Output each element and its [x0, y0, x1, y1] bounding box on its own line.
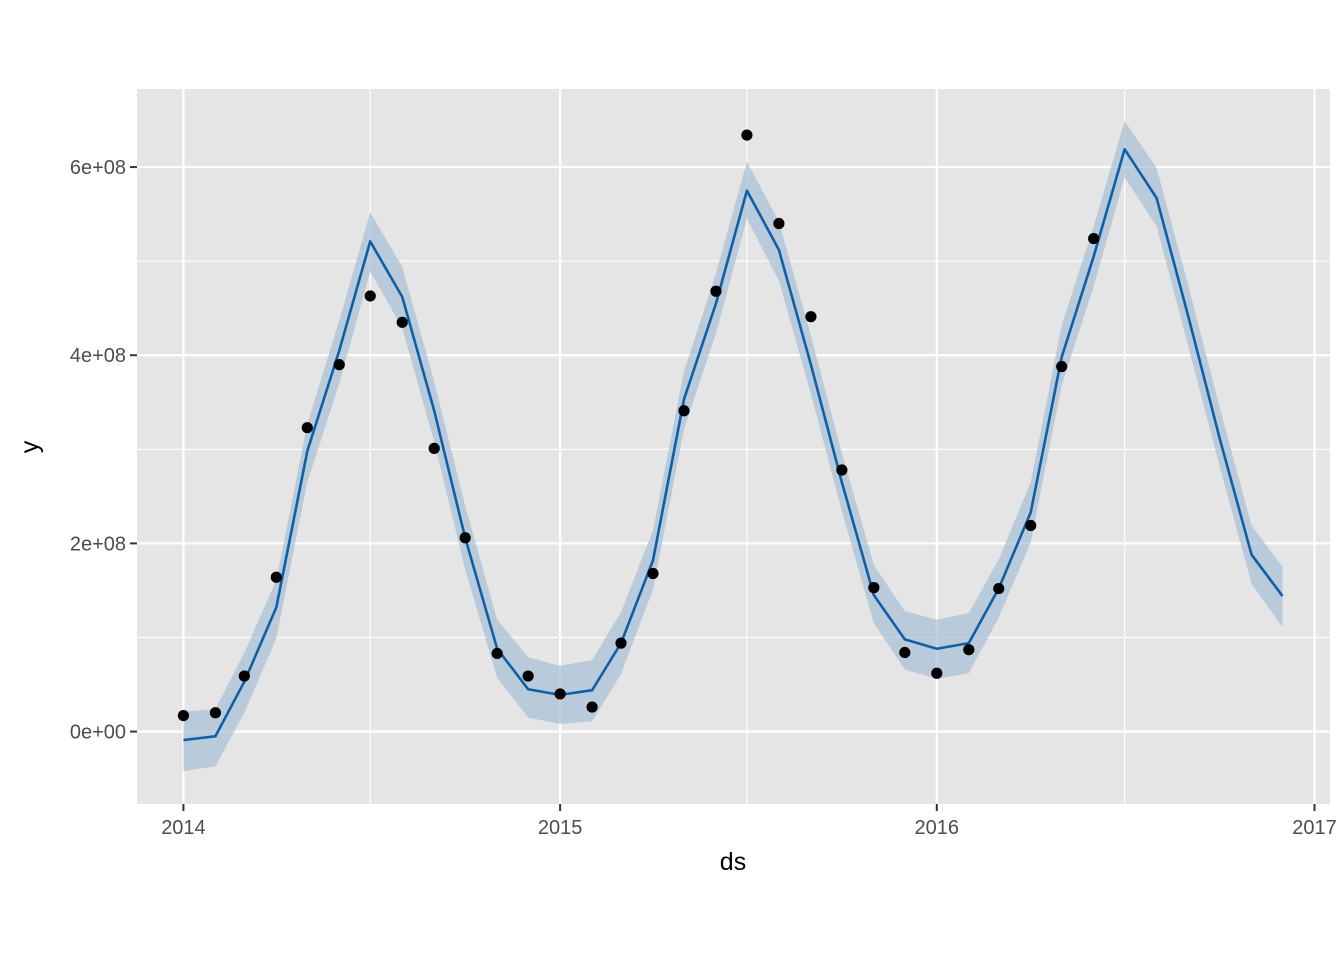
data-point: [868, 582, 880, 594]
y-tick-label: 2e+08: [70, 533, 126, 555]
x-tick-label: 2015: [538, 817, 583, 839]
plot-panel: [137, 89, 1330, 804]
data-point: [554, 688, 566, 700]
data-point: [586, 701, 598, 713]
y-tick-label: 6e+08: [70, 157, 126, 179]
x-tick-label: 2014: [161, 817, 206, 839]
x-axis-ticks: 2014 2015 2016 2017: [161, 804, 1337, 839]
data-point: [491, 647, 503, 660]
data-point: [1025, 519, 1037, 532]
data-point: [615, 637, 627, 649]
data-point: [993, 582, 1005, 595]
data-point: [459, 532, 471, 544]
data-point: [741, 129, 753, 141]
y-tick-label: 4e+08: [70, 345, 126, 367]
data-point: [177, 709, 190, 722]
data-point: [364, 290, 376, 302]
y-axis-title: y: [16, 440, 44, 453]
data-point: [931, 667, 943, 679]
x-axis-title: ds: [720, 848, 746, 876]
y-axis-ticks: 0e+00 2e+08 4e+08 6e+08: [70, 157, 137, 744]
data-point: [238, 670, 250, 682]
data-point: [1056, 360, 1068, 373]
x-tick-label: 2016: [915, 817, 960, 839]
uncertainty-band: [183, 120, 1283, 772]
data-point: [1088, 232, 1100, 245]
data-point: [899, 646, 911, 659]
data-point: [805, 311, 817, 323]
x-tick-label: 2017: [1292, 817, 1337, 839]
data-point: [710, 285, 722, 297]
data-point: [301, 422, 313, 434]
data-point: [209, 707, 222, 719]
data-point: [522, 670, 534, 682]
data-point: [396, 316, 408, 328]
data-point: [836, 464, 848, 476]
data-point: [773, 217, 785, 230]
data-point: [428, 442, 440, 454]
observed-points: [177, 129, 1100, 722]
data-point: [647, 567, 659, 580]
data-point: [678, 405, 690, 417]
data-point: [963, 644, 975, 656]
data-point: [333, 359, 345, 371]
data-point: [270, 571, 282, 583]
y-tick-label: 0e+00: [70, 722, 126, 744]
